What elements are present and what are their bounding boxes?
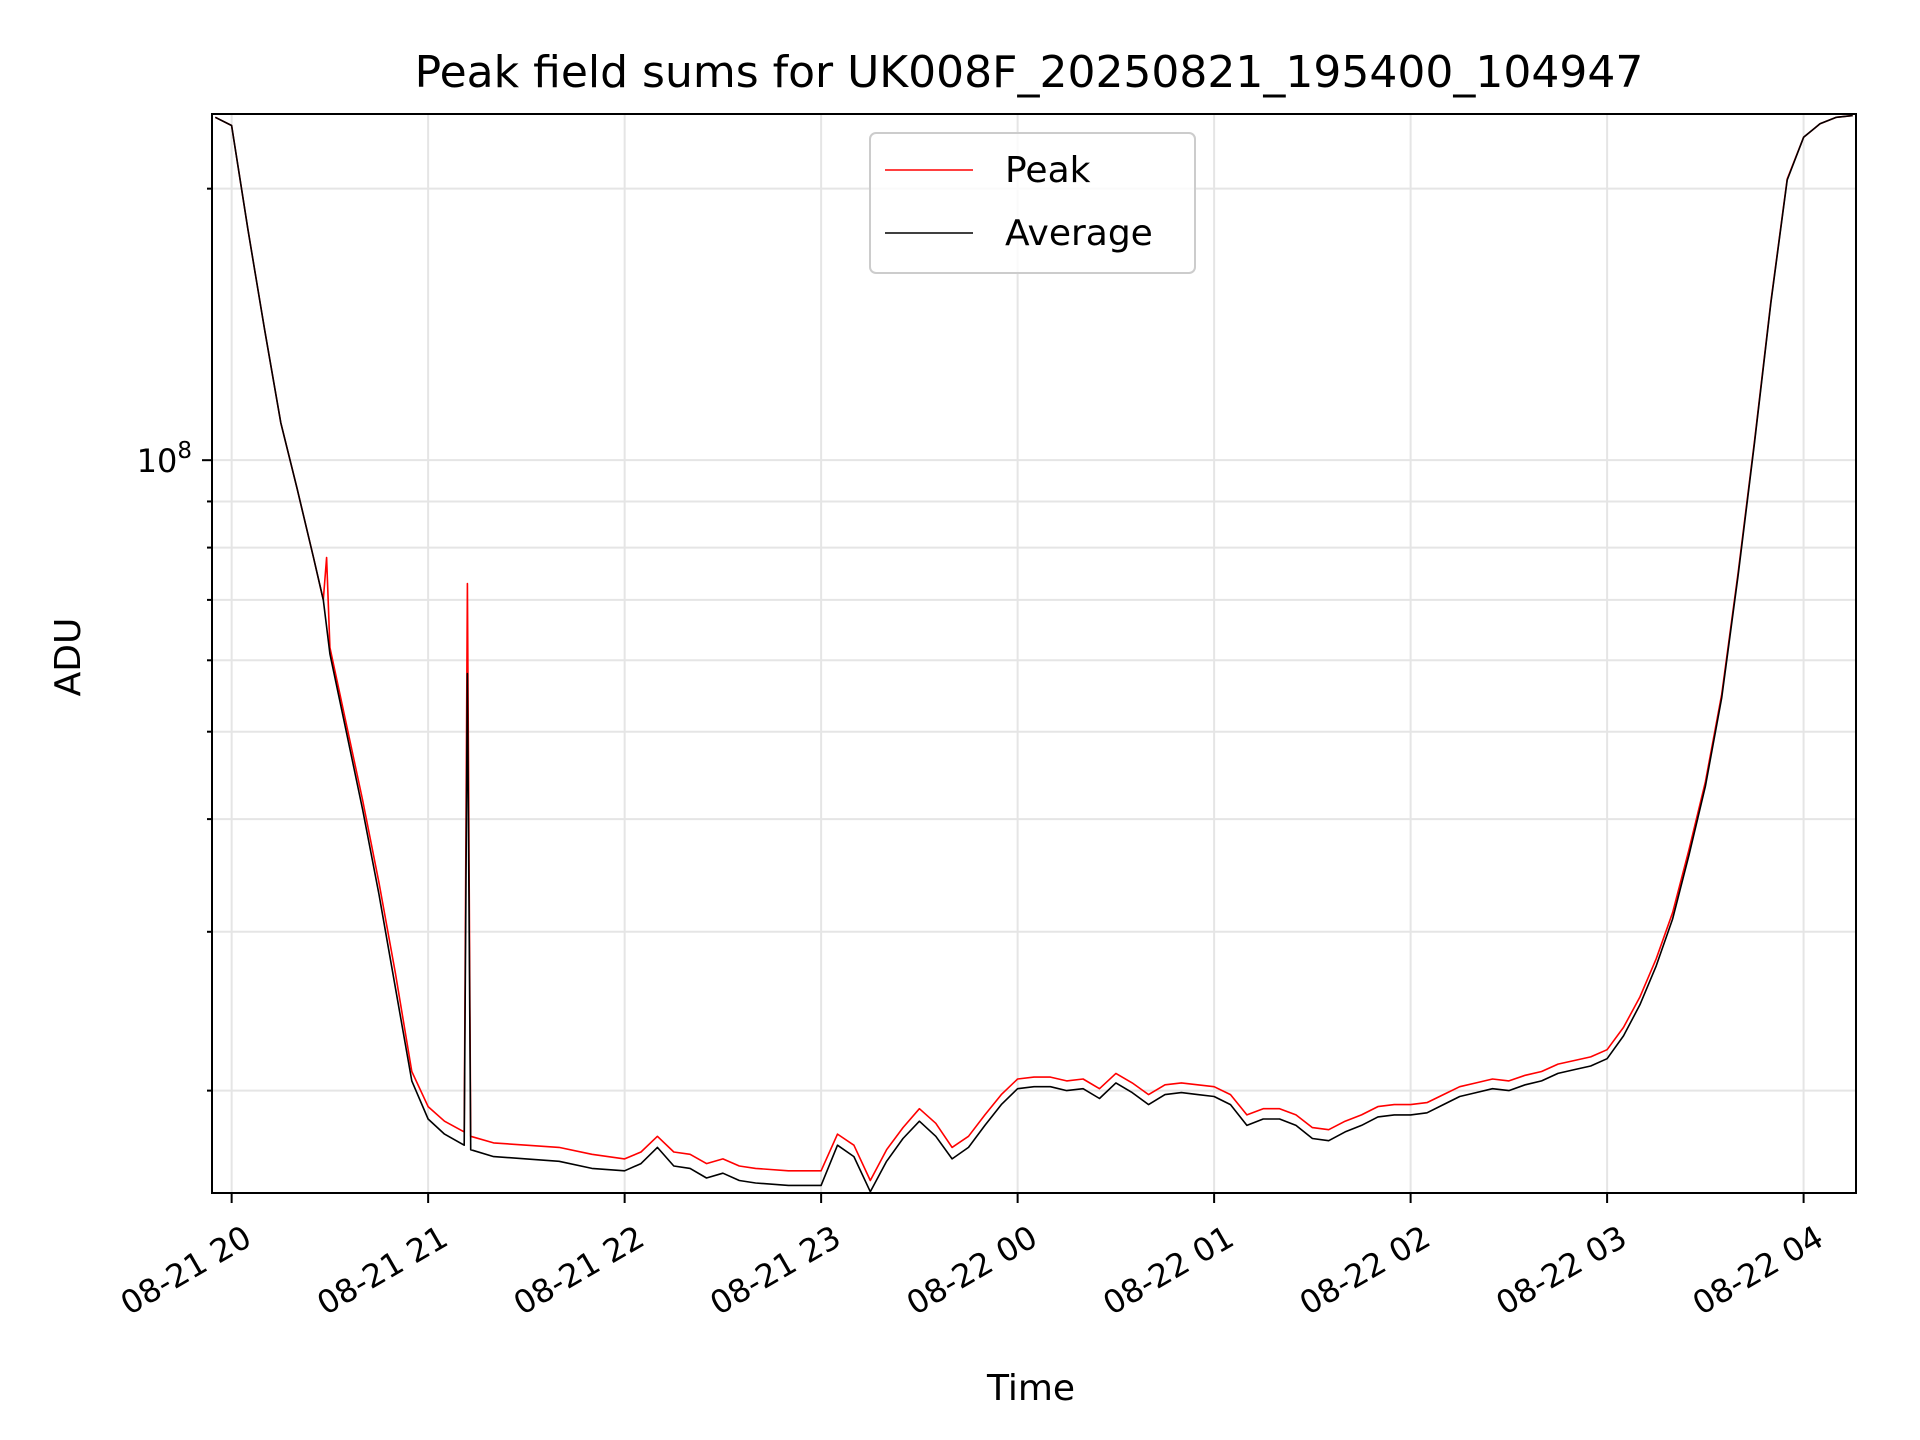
legend: Peak Average bbox=[869, 132, 1196, 274]
grid bbox=[212, 114, 1856, 1193]
y-axis-title: ADU bbox=[48, 618, 89, 697]
series-line-average bbox=[214, 114, 1853, 1193]
y-axis: 108 bbox=[137, 187, 212, 1092]
y-tick-label: 108 bbox=[137, 438, 192, 480]
plot-frame bbox=[211, 113, 1857, 1194]
chart-title: Peak field sums for UK008F_20250821_1954… bbox=[415, 47, 1644, 98]
legend-label-peak: Peak bbox=[1005, 150, 1091, 191]
legend-box bbox=[869, 132, 1196, 274]
series-lines bbox=[214, 114, 1853, 1193]
x-axis-title: Time bbox=[986, 1368, 1075, 1409]
series-line-peak bbox=[214, 114, 1853, 1182]
legend-label-average: Average bbox=[1005, 213, 1153, 254]
